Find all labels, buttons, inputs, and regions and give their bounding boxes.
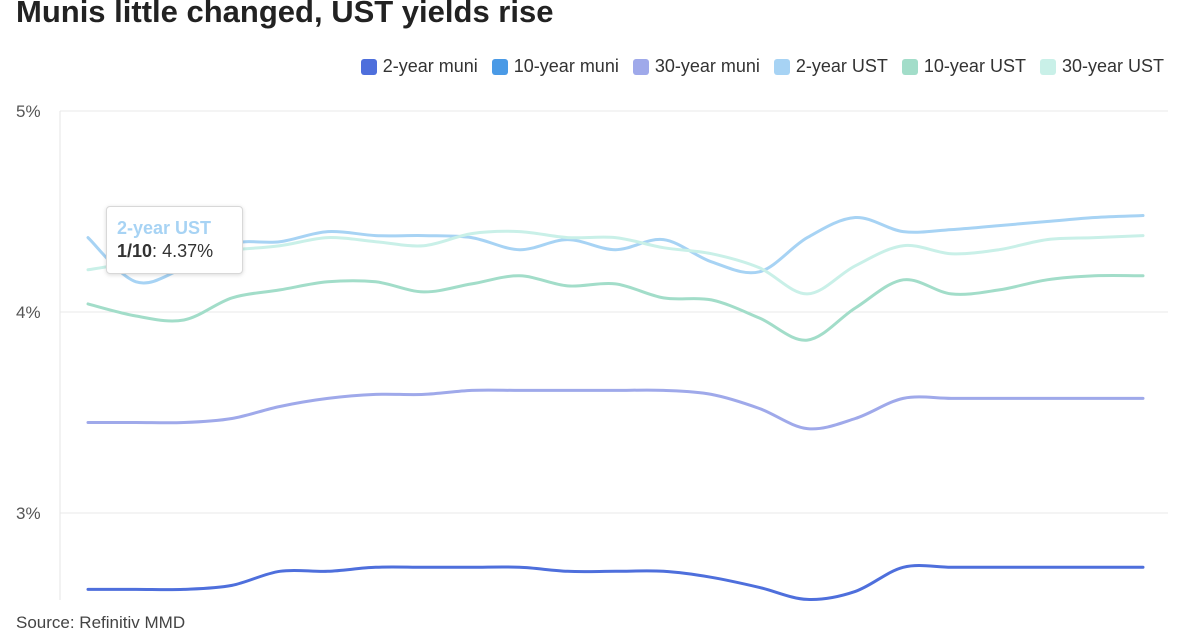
series-line (86, 214, 1145, 285)
series-line (86, 564, 1145, 601)
legend-swatch (491, 58, 508, 75)
legend-swatch (360, 58, 377, 75)
tooltip-value-line: 1/10: 4.37% (117, 241, 214, 261)
legend-item[interactable]: 2-year UST (773, 56, 888, 77)
legend-label: 2-year muni (382, 56, 478, 76)
legend-label: 10-year UST (923, 56, 1026, 76)
legend-item[interactable]: 30-year UST (1039, 56, 1164, 77)
legend-swatch (632, 58, 649, 75)
y-tick-label: 5% (16, 102, 41, 121)
tooltip-series-name: 2-year UST (117, 218, 212, 238)
tooltip-date: 1/10 (117, 241, 153, 261)
series-line (86, 229, 1145, 296)
y-tick-label: 4% (16, 303, 41, 322)
legend: 2-year muni 10-year muni 30-year muni 2-yea… (360, 56, 1164, 77)
series-line (86, 388, 1145, 431)
series-lines (86, 214, 1145, 601)
tooltip-value: 4.37% (162, 241, 214, 261)
grid-lines (60, 110, 1168, 514)
legend-item[interactable]: 10-year UST (901, 56, 1026, 77)
legend-item[interactable]: 2-year muni (360, 56, 478, 77)
legend-label: 30-year UST (1061, 56, 1164, 76)
y-axis: 5% 4% 3% (16, 102, 61, 600)
series-line (86, 274, 1145, 342)
source-note: Source: Refinitiv MMD (16, 613, 186, 632)
legend-swatch (1039, 58, 1056, 75)
legend-item[interactable]: 10-year muni (491, 56, 619, 77)
y-tick-label: 3% (16, 504, 41, 523)
legend-swatch (901, 58, 918, 75)
legend-swatch (773, 58, 790, 75)
chart-title: Munis little changed, UST yields rise (16, 0, 554, 29)
legend-label: 30-year muni (654, 56, 760, 76)
legend-label: 2-year UST (795, 56, 888, 76)
legend-item[interactable]: 30-year muni (632, 56, 760, 77)
tooltip: 2-year UST 1/10: 4.37% (106, 206, 243, 274)
legend-label: 10-year muni (513, 56, 619, 76)
